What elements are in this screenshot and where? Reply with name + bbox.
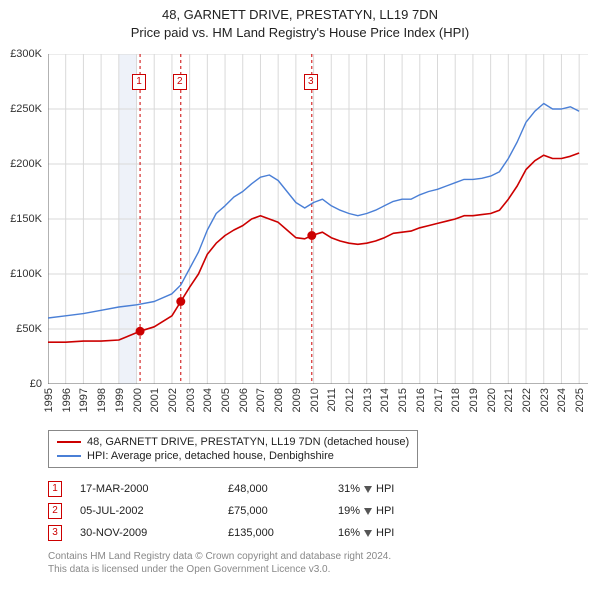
- chart-title: 48, GARNETT DRIVE, PRESTATYN, LL19 7DN P…: [0, 0, 600, 42]
- sales-table: 1 17-MAR-2000 £48,000 31% HPI 2 05-JUL-2…: [48, 478, 394, 544]
- x-tick-label: 1995: [43, 388, 55, 412]
- y-tick-label: £300K: [10, 48, 42, 60]
- y-tick-label: £100K: [10, 268, 42, 280]
- legend-item-property: 48, GARNETT DRIVE, PRESTATYN, LL19 7DN (…: [57, 435, 409, 449]
- sale-diff: 16% HPI: [338, 527, 394, 539]
- sale-marker-icon: 3: [48, 525, 62, 541]
- x-tick-label: 2013: [362, 388, 374, 412]
- x-tick-label: 2019: [468, 388, 480, 412]
- title-line1: 48, GARNETT DRIVE, PRESTATYN, LL19 7DN: [0, 6, 600, 24]
- y-tick-label: £150K: [10, 213, 42, 225]
- vline-marker-icon: 1: [132, 74, 146, 90]
- x-tick-label: 2016: [415, 388, 427, 412]
- x-tick-label: 2021: [503, 388, 515, 412]
- y-tick-label: £250K: [10, 103, 42, 115]
- vline-marker-icon: 3: [304, 74, 318, 90]
- legend-label: HPI: Average price, detached house, Denb…: [87, 450, 334, 462]
- sale-date: 30-NOV-2009: [80, 527, 228, 539]
- x-tick-label: 2011: [326, 388, 338, 412]
- y-tick-label: £0: [30, 378, 42, 390]
- x-tick-label: 2004: [202, 388, 214, 412]
- title-line2: Price paid vs. HM Land Registry's House …: [0, 24, 600, 42]
- x-tick-label: 2003: [185, 388, 197, 412]
- sale-diff: 19% HPI: [338, 505, 394, 517]
- legend-line-icon: [57, 455, 81, 457]
- line-chart: [48, 54, 588, 384]
- x-tick-label: 2010: [309, 388, 321, 412]
- x-tick-label: 2024: [556, 388, 568, 412]
- x-tick-label: 2002: [167, 388, 179, 412]
- sale-marker-icon: 2: [48, 503, 62, 519]
- sale-price: £135,000: [228, 527, 338, 539]
- sale-date: 17-MAR-2000: [80, 483, 228, 495]
- x-tick-label: 2023: [539, 388, 551, 412]
- x-tick-label: 1998: [96, 388, 108, 412]
- sale-price: £75,000: [228, 505, 338, 517]
- x-tick-label: 1999: [114, 388, 126, 412]
- attribution-line2: This data is licensed under the Open Gov…: [48, 563, 391, 576]
- sale-marker-icon: 1: [48, 481, 62, 497]
- sale-diff: 31% HPI: [338, 483, 394, 495]
- y-tick-label: £50K: [16, 323, 42, 335]
- x-tick-label: 2009: [291, 388, 303, 412]
- x-tick-label: 2005: [220, 388, 232, 412]
- legend-label: 48, GARNETT DRIVE, PRESTATYN, LL19 7DN (…: [87, 436, 409, 448]
- x-tick-label: 2017: [433, 388, 445, 412]
- x-tick-label: 2014: [379, 388, 391, 412]
- sale-date: 05-JUL-2002: [80, 505, 228, 517]
- vline-marker-icon: 2: [173, 74, 187, 90]
- x-tick-label: 2022: [521, 388, 533, 412]
- sale-row: 1 17-MAR-2000 £48,000 31% HPI: [48, 478, 394, 500]
- down-arrow-icon: [364, 530, 372, 537]
- x-tick-label: 2020: [486, 388, 498, 412]
- legend: 48, GARNETT DRIVE, PRESTATYN, LL19 7DN (…: [48, 430, 418, 468]
- x-tick-label: 1996: [61, 388, 73, 412]
- sale-row: 2 05-JUL-2002 £75,000 19% HPI: [48, 500, 394, 522]
- x-tick-label: 2006: [238, 388, 250, 412]
- chart-area: £0£50K£100K£150K£200K£250K£300K199519961…: [48, 54, 588, 384]
- down-arrow-icon: [364, 486, 372, 493]
- legend-item-hpi: HPI: Average price, detached house, Denb…: [57, 449, 409, 463]
- sale-row: 3 30-NOV-2009 £135,000 16% HPI: [48, 522, 394, 544]
- x-tick-label: 2018: [450, 388, 462, 412]
- attribution-line1: Contains HM Land Registry data © Crown c…: [48, 550, 391, 563]
- x-tick-label: 2015: [397, 388, 409, 412]
- down-arrow-icon: [364, 508, 372, 515]
- x-tick-label: 2007: [255, 388, 267, 412]
- x-tick-label: 2012: [344, 388, 356, 412]
- x-tick-label: 2000: [132, 388, 144, 412]
- x-tick-label: 1997: [78, 388, 90, 412]
- x-tick-label: 2001: [149, 388, 161, 412]
- attribution: Contains HM Land Registry data © Crown c…: [48, 550, 391, 576]
- x-tick-label: 2008: [273, 388, 285, 412]
- sale-price: £48,000: [228, 483, 338, 495]
- legend-line-icon: [57, 441, 81, 443]
- y-tick-label: £200K: [10, 158, 42, 170]
- x-tick-label: 2025: [574, 388, 586, 412]
